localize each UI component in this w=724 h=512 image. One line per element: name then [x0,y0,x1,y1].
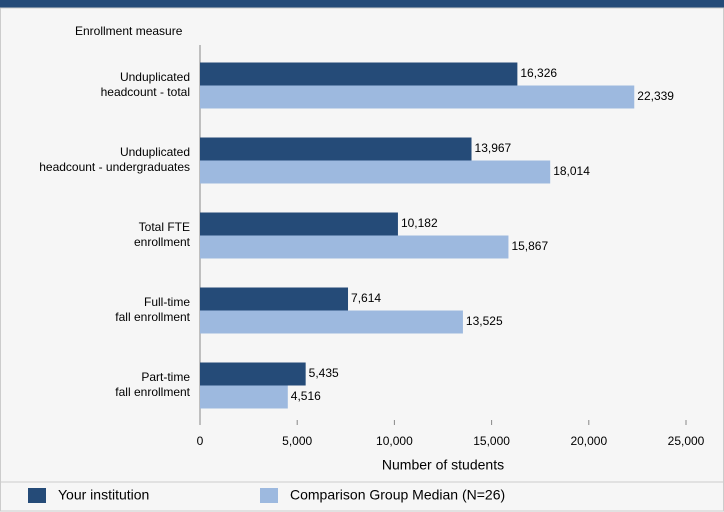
value-label: 4,516 [291,389,321,403]
x-axis-title: Number of students [382,457,504,473]
value-label: 7,614 [351,291,381,305]
value-label: 15,867 [511,239,548,253]
y-tick-label: Part-time [141,370,190,384]
bar [200,385,288,409]
x-tick-label: 0 [197,434,204,448]
value-label: 18,014 [553,164,590,178]
bar [200,62,518,86]
value-label: 16,326 [520,66,557,80]
legend-label: Your institution [58,487,149,503]
header-bar [0,0,724,8]
y-tick-label: Unduplicated [120,145,190,159]
y-tick-label: Total FTE [139,220,190,234]
value-label: 10,182 [401,216,438,230]
bar [200,137,472,161]
bar [200,287,349,311]
y-tick-label: headcount - undergraduates [39,160,190,174]
y-tick-label: enrollment [134,235,191,249]
bar [200,362,306,386]
bar [200,160,551,184]
bar [200,85,635,109]
value-label: 13,967 [475,141,512,155]
y-tick-label: fall enrollment [115,385,190,399]
bar [200,310,463,334]
x-tick-label: 5,000 [282,434,312,448]
value-label: 13,525 [466,314,503,328]
bar [200,212,398,236]
x-tick-label: 10,000 [376,434,413,448]
y-tick-label: fall enrollment [115,310,190,324]
value-label: 5,435 [309,366,339,380]
value-label: 22,339 [637,89,674,103]
y-tick-label: Full-time [144,295,190,309]
bar [200,235,509,259]
legend-swatch [28,488,46,503]
x-tick-label: 25,000 [668,434,705,448]
y-tick-label: Unduplicated [120,70,190,84]
y-axis-title: Enrollment measure [75,24,183,38]
legend-label: Comparison Group Median (N=26) [290,487,505,503]
legend-swatch [260,488,278,503]
x-tick-label: 20,000 [570,434,607,448]
x-tick-label: 15,000 [473,434,510,448]
y-tick-label: headcount - total [101,85,190,99]
